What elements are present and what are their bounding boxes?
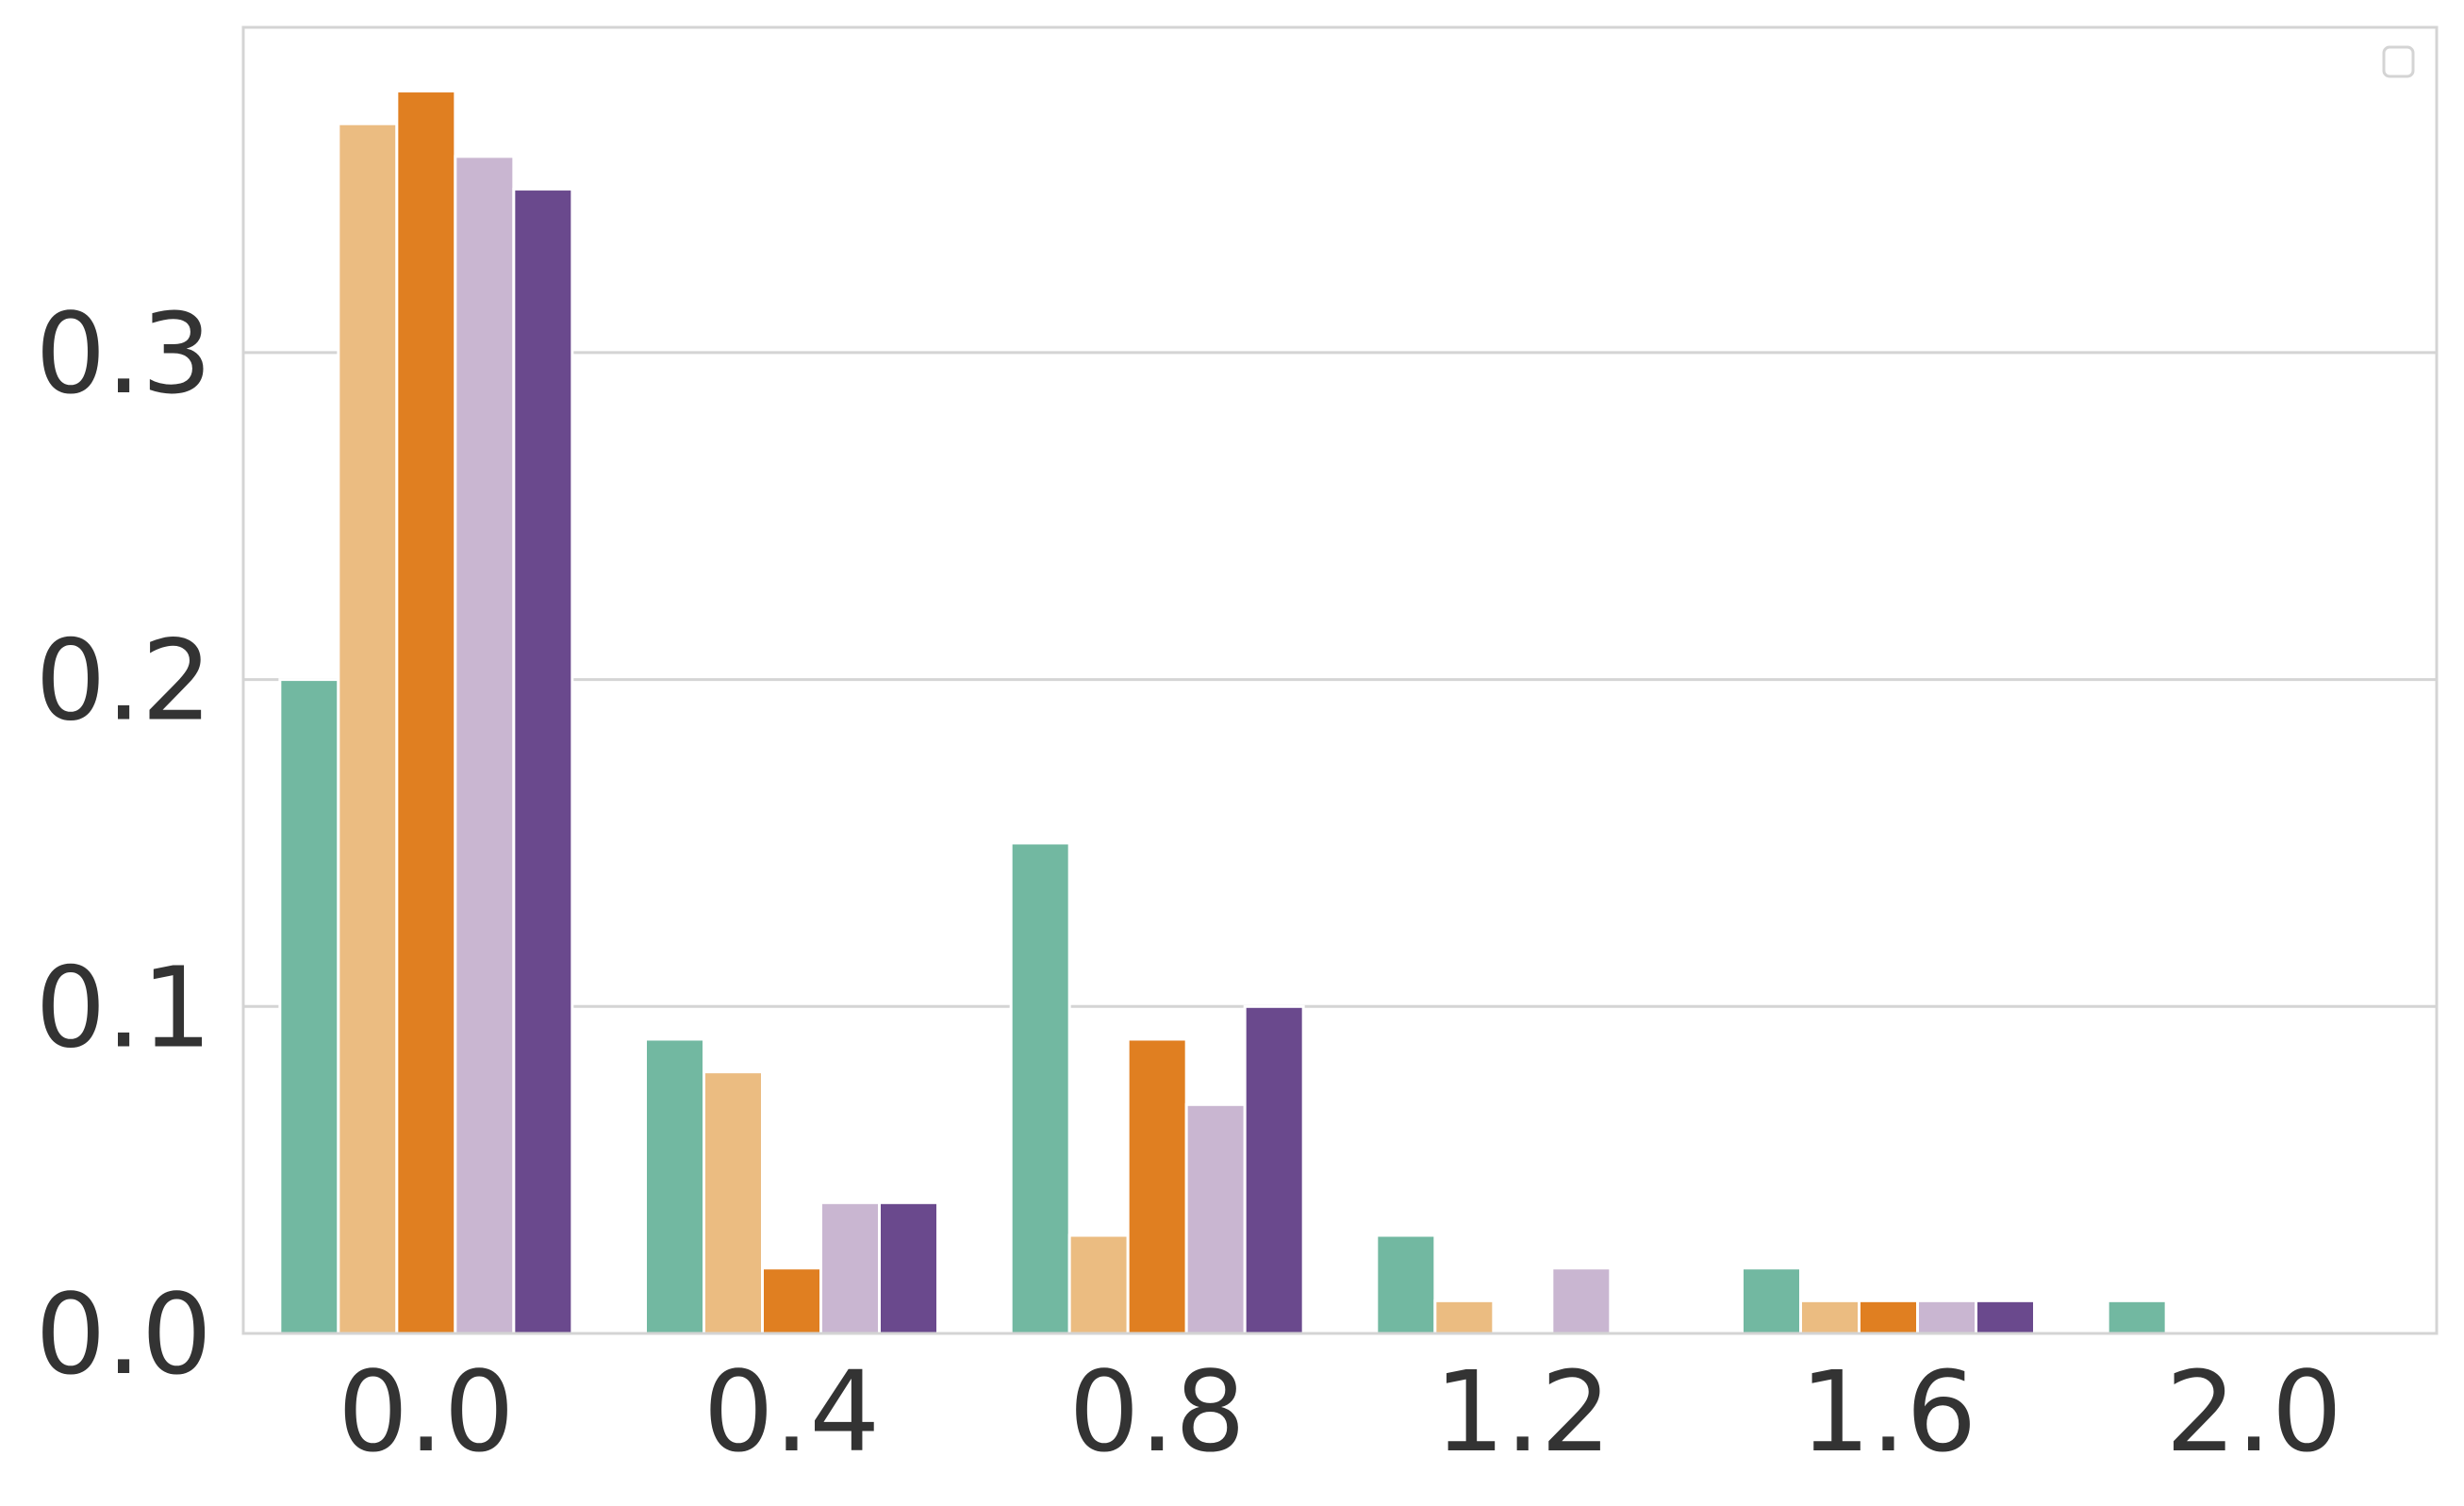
bar-2.0-series-1 [2106, 1299, 2168, 1335]
bars [278, 90, 2168, 1335]
bar-0.8-series-1 [1009, 841, 1071, 1335]
bar-0.4-series-4 [819, 1200, 881, 1335]
bar-1.6-series-5 [1975, 1299, 2036, 1335]
bar-1.2-series-4 [1550, 1266, 1612, 1335]
bar-0.0-series-2 [337, 122, 399, 1335]
bar-1.6-series-4 [1916, 1299, 1977, 1335]
grid-lines [243, 351, 2437, 1008]
bar-0.0-series-5 [512, 188, 574, 1335]
x-tick-label: 0.8 [1068, 1347, 1246, 1477]
bar-0.8-series-4 [1184, 1102, 1247, 1335]
bar-0.0-series-4 [454, 155, 516, 1335]
x-tick-label: 1.6 [1800, 1347, 1977, 1477]
bar-0.8-series-3 [1126, 1037, 1188, 1335]
bar-1.2-series-1 [1375, 1233, 1437, 1335]
bar-0.4-series-5 [878, 1200, 939, 1335]
x-tick-label: 1.2 [1434, 1347, 1612, 1477]
y-tick-label: 0.3 [35, 289, 212, 419]
x-tick-label: 0.4 [703, 1347, 881, 1477]
bar-0.4-series-2 [703, 1070, 764, 1335]
bar-1.6-series-3 [1858, 1299, 1919, 1335]
x-tick-label: 0.0 [338, 1347, 515, 1477]
bar-0.4-series-3 [761, 1266, 822, 1335]
bar-1.6-series-2 [1799, 1299, 1860, 1335]
bar-0.0-series-1 [278, 678, 340, 1335]
plot-frame [241, 25, 2439, 1335]
y-tick-label: 0.2 [35, 616, 212, 746]
legend-box [2382, 45, 2415, 78]
bar-1.6-series-1 [1741, 1266, 1802, 1335]
x-tick-label: 2.0 [2165, 1347, 2342, 1477]
bar-0.8-series-2 [1067, 1233, 1130, 1335]
y-tick-label: 0.1 [35, 942, 212, 1072]
bar-0.8-series-5 [1243, 1004, 1305, 1335]
y-tick-labels: 0.0 0.1 0.2 0.3 [35, 289, 212, 1399]
bar-0.4-series-1 [644, 1037, 705, 1335]
bar-0.0-series-3 [395, 90, 457, 1335]
y-tick-label: 0.0 [35, 1269, 212, 1399]
bar-1.2-series-2 [1433, 1299, 1496, 1335]
x-tick-labels: 0.0 0.4 0.8 1.2 1.6 2.0 [338, 1347, 2342, 1477]
